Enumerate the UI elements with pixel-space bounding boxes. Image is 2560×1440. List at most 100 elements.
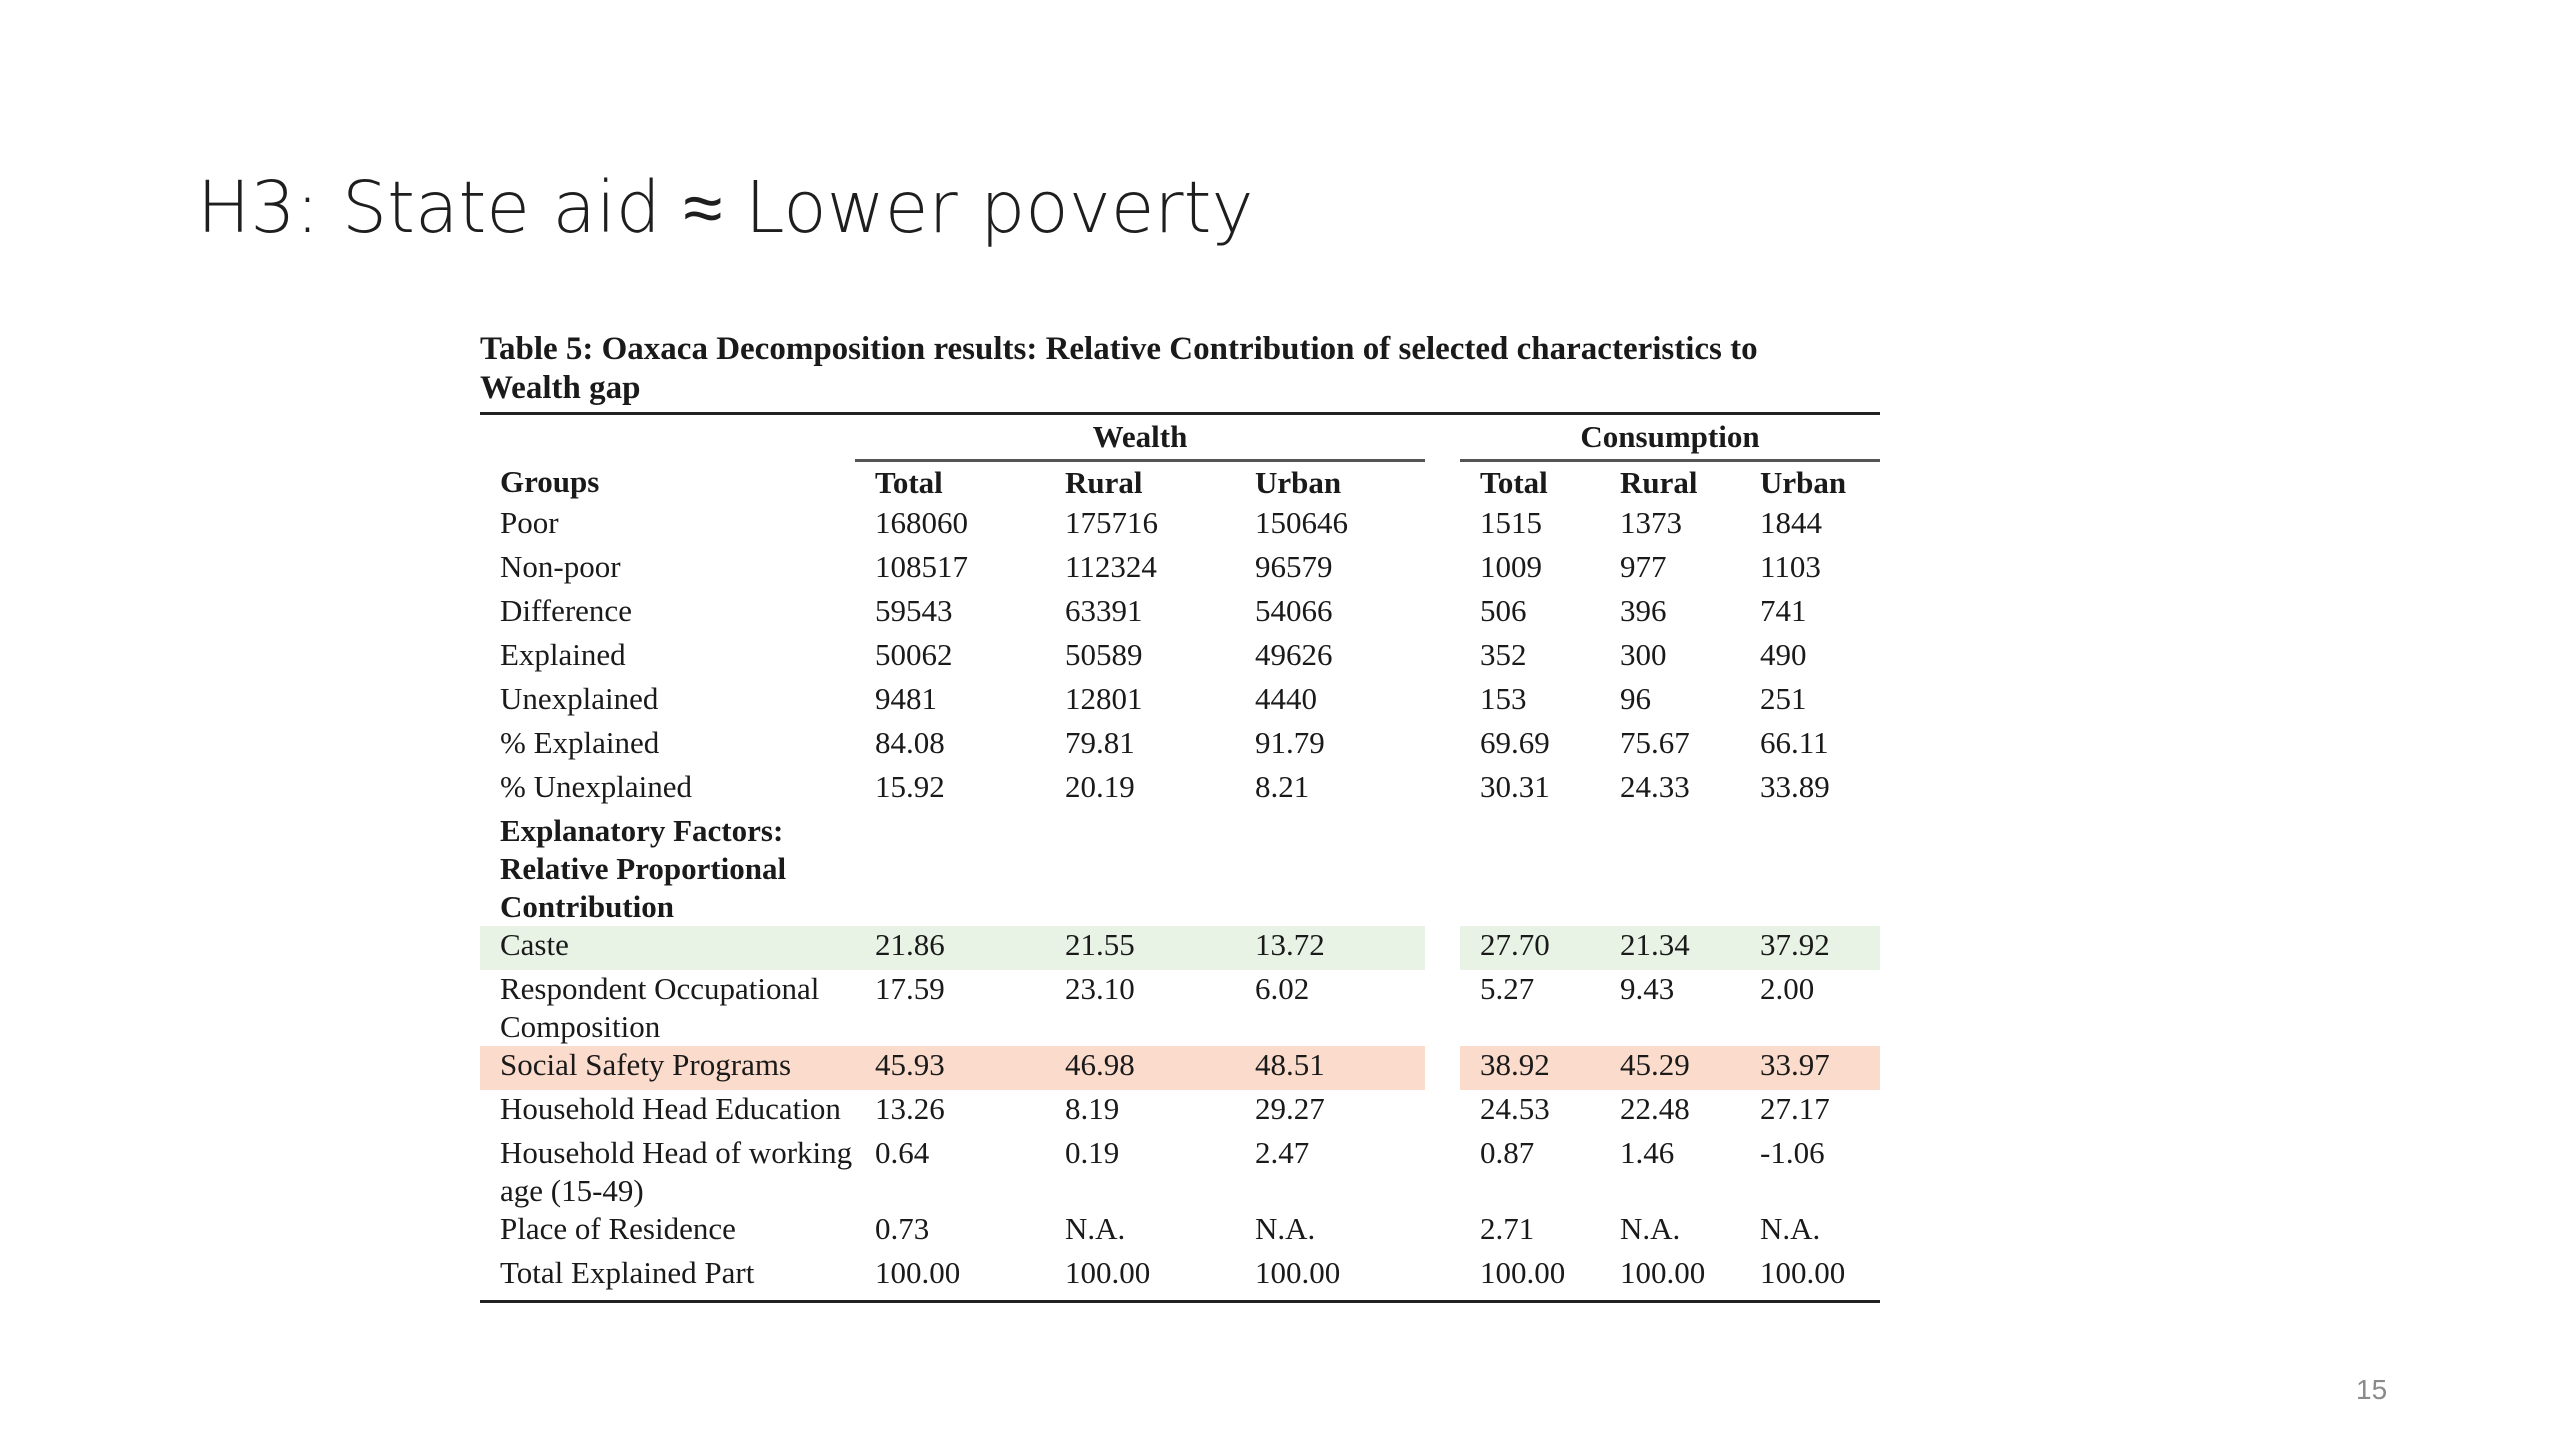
row-label: Social Safety Programs bbox=[480, 1046, 855, 1090]
group-header-consumption: Consumption bbox=[1460, 415, 1880, 462]
table-cell: 12801 bbox=[1065, 681, 1143, 716]
section-label: Explanatory Factors: Relative Proportion… bbox=[500, 813, 787, 924]
table-row: Place of Residence 0.73 N.A. N.A. 2.71 N.A. N.… bbox=[480, 1210, 1880, 1254]
table-cell: 96579 bbox=[1255, 549, 1333, 584]
column-gap bbox=[1425, 970, 1460, 1046]
table-cell: 251 bbox=[1760, 681, 1807, 716]
table-cell: 96 bbox=[1620, 681, 1651, 716]
table-cell: 9481 bbox=[875, 681, 937, 716]
table-cell: 4440 bbox=[1255, 681, 1317, 716]
table-cell: 27.70 bbox=[1460, 926, 1600, 970]
table-row: Caste 21.86 21.55 13.72 27.70 21.34 37.92 bbox=[480, 926, 1880, 970]
table-cell: 24.33 bbox=[1620, 769, 1690, 804]
table-cell: 84.08 bbox=[875, 725, 945, 760]
table-cell: 49626 bbox=[1255, 637, 1333, 672]
table-cell: 1515 bbox=[1480, 505, 1542, 540]
table-row: Difference 59543 63391 54066 506 396 741 bbox=[480, 592, 1880, 636]
row-label: Total Explained Part bbox=[480, 1254, 855, 1303]
column-gap bbox=[1425, 724, 1460, 768]
table-cell: 33.89 bbox=[1760, 769, 1830, 804]
table-cell: 100.00 bbox=[1460, 1254, 1600, 1303]
table-row: Poor 168060 175716 150646 1515 1373 1844 bbox=[480, 504, 1880, 548]
table-cell: 8.19 bbox=[1065, 1091, 1120, 1126]
table-cell: 175716 bbox=[1065, 505, 1158, 540]
table-cell: 45.93 bbox=[855, 1046, 1045, 1090]
table-cell: 27.17 bbox=[1760, 1091, 1830, 1126]
table-cell: 100.00 bbox=[1045, 1254, 1235, 1303]
row-label: Household Head of working age (15-49) bbox=[500, 1135, 853, 1208]
column-gap bbox=[1425, 926, 1460, 970]
table-cell: 45.29 bbox=[1600, 1046, 1740, 1090]
table-cell: 100.00 bbox=[1235, 1254, 1425, 1303]
column-gap bbox=[1425, 1090, 1460, 1134]
table-caption: Table 5: Oaxaca Decomposition results: R… bbox=[480, 331, 1758, 406]
table-cell: 100.00 bbox=[1600, 1254, 1740, 1303]
column-gap bbox=[1425, 548, 1460, 592]
row-label: % Unexplained bbox=[500, 769, 692, 804]
table-cell: 75.67 bbox=[1620, 725, 1690, 760]
row-label: % Explained bbox=[500, 725, 660, 760]
table-row: Household Head of working age (15-49) 0.6… bbox=[480, 1134, 1880, 1210]
table-cell: 37.92 bbox=[1740, 926, 1880, 970]
table-row: Social Safety Programs 45.93 46.98 48.51 38.… bbox=[480, 1046, 1880, 1090]
table-row: Explained 50062 50589 49626 352 300 490 bbox=[480, 636, 1880, 680]
table-cell: 48.51 bbox=[1235, 1046, 1425, 1090]
table-cell: 0.64 bbox=[875, 1135, 930, 1170]
column-gap bbox=[1425, 1046, 1460, 1090]
table-row: Household Head Education 13.26 8.19 29.27 24… bbox=[480, 1090, 1880, 1134]
table-row: Total Explained Part 100.00 100.00 100.00 10… bbox=[480, 1254, 1880, 1303]
table-cell: 23.10 bbox=[1065, 971, 1135, 1006]
table-cell: N.A. bbox=[1255, 1211, 1316, 1246]
oaxaca-decomposition-table: Wealth Consumption Groups Total Rural Ur… bbox=[480, 412, 1880, 1303]
section-header-row: Explanatory Factors: Relative Proportion… bbox=[480, 812, 1880, 926]
table-cell: 168060 bbox=[875, 505, 968, 540]
table-cell: 112324 bbox=[1065, 549, 1157, 584]
table-cell: 59543 bbox=[875, 593, 953, 628]
table-row: Non-poor 108517 112324 96579 1009 977 1103 bbox=[480, 548, 1880, 592]
column-gap bbox=[1425, 1134, 1460, 1210]
table-cell: 17.59 bbox=[875, 971, 945, 1006]
table-cell: N.A. bbox=[1760, 1211, 1821, 1246]
table-cell: 91.79 bbox=[1255, 725, 1325, 760]
row-label: Caste bbox=[480, 926, 855, 970]
table-cell: 79.81 bbox=[1065, 725, 1135, 760]
table-cell: 24.53 bbox=[1480, 1091, 1550, 1126]
table-cell: 741 bbox=[1760, 593, 1807, 628]
table-cell: 506 bbox=[1480, 593, 1527, 628]
column-header: Rural bbox=[1620, 465, 1698, 500]
table-cell: 2.47 bbox=[1255, 1135, 1310, 1170]
slide-number: 15 bbox=[2356, 1374, 2388, 1405]
table-cell: 977 bbox=[1620, 549, 1667, 584]
oaxaca-table-container: Table 5: Oaxaca Decomposition results: R… bbox=[480, 330, 1880, 1303]
row-label: Explained bbox=[500, 637, 626, 672]
table-cell: 100.00 bbox=[855, 1254, 1045, 1303]
table-cell: 15.92 bbox=[875, 769, 945, 804]
table-cell: 21.55 bbox=[1045, 926, 1235, 970]
table-cell: 396 bbox=[1620, 593, 1667, 628]
row-label: Difference bbox=[500, 593, 632, 628]
table-cell: 100.00 bbox=[1740, 1254, 1880, 1303]
table-cell: 150646 bbox=[1255, 505, 1348, 540]
table-cell: 20.19 bbox=[1065, 769, 1135, 804]
column-gap bbox=[1425, 636, 1460, 680]
column-header: Total bbox=[875, 465, 943, 500]
table-cell: 69.69 bbox=[1480, 725, 1550, 760]
table-cell: 66.11 bbox=[1760, 725, 1829, 760]
row-label: Unexplained bbox=[500, 681, 659, 716]
table-cell: 21.86 bbox=[855, 926, 1045, 970]
table-cell: N.A. bbox=[1065, 1211, 1126, 1246]
table-cell: 1.46 bbox=[1620, 1135, 1675, 1170]
table-cell: 30.31 bbox=[1480, 769, 1550, 804]
table-body: Poor 168060 175716 150646 1515 1373 1844 Non-po… bbox=[480, 504, 1880, 1303]
column-gap bbox=[1425, 1210, 1460, 1254]
column-header: Total bbox=[1480, 465, 1548, 500]
table-cell: 2.71 bbox=[1480, 1211, 1535, 1246]
table-cell: 5.27 bbox=[1480, 971, 1535, 1006]
table-cell: 9.43 bbox=[1620, 971, 1675, 1006]
table-cell: 29.27 bbox=[1255, 1091, 1325, 1126]
table-cell: 352 bbox=[1480, 637, 1527, 672]
table-row: % Explained 84.08 79.81 91.79 69.69 75.67 66.1… bbox=[480, 724, 1880, 768]
table-cell: N.A. bbox=[1620, 1211, 1681, 1246]
table-row: % Unexplained 15.92 20.19 8.21 30.31 24.33 33.… bbox=[480, 768, 1880, 812]
table-cell: 21.34 bbox=[1600, 926, 1740, 970]
